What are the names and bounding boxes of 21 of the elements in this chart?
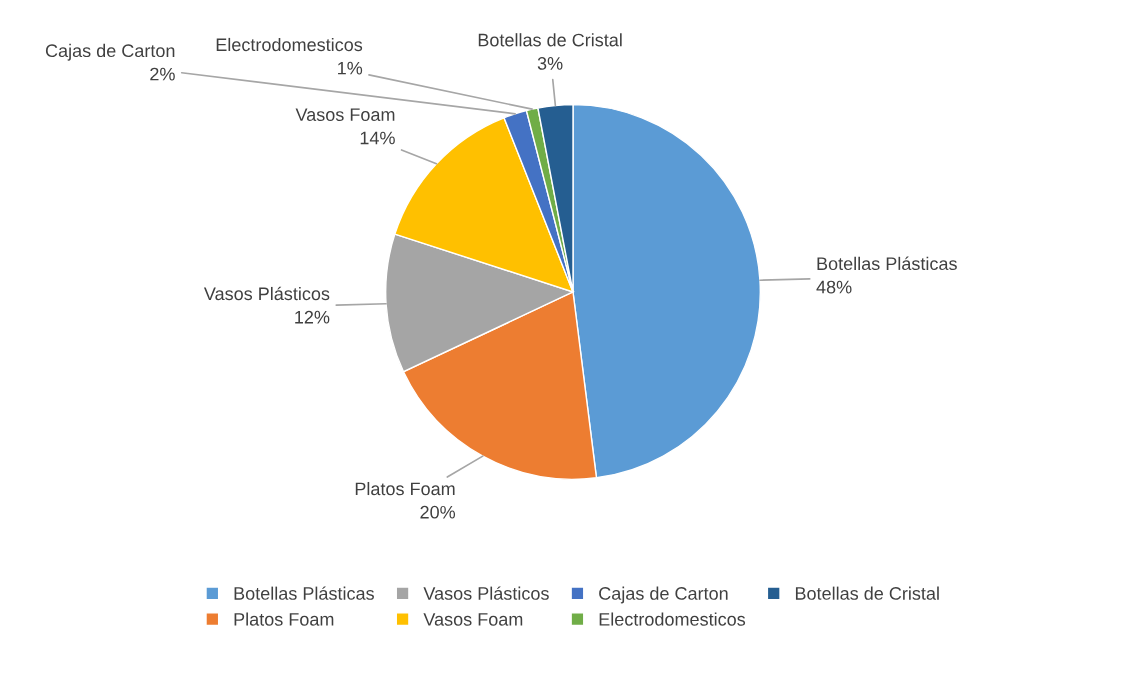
data-label: 12% — [295, 310, 330, 324]
data-label: 3% — [537, 57, 563, 70]
data-label: 1% — [338, 61, 363, 75]
slice-label: Vasos Plásticos — [203, 286, 330, 301]
slice-label: Vasos Foam — [295, 108, 395, 121]
slice-label: Electrodomesticos — [216, 37, 363, 52]
slice-label: Botellas Plásticas — [817, 256, 957, 271]
data-label: 48% — [816, 280, 852, 294]
data-label: 2% — [150, 67, 175, 81]
legend-label: Platos Foam — [234, 612, 334, 626]
legend-label: Vasos Plásticos — [423, 586, 549, 600]
slice-label: Cajas de Carton — [45, 43, 175, 61]
slice-label: Botellas de Cristal — [478, 33, 622, 47]
data-label: 14% — [360, 131, 395, 145]
legend-label: Botellas Plásticas — [234, 586, 374, 600]
slice-label: Platos Foam — [355, 481, 455, 496]
legend-label: Cajas de Carton — [599, 586, 728, 604]
legend-label: Botellas de Cristal — [795, 586, 939, 600]
legend-label: Electrodomesticos — [599, 612, 746, 626]
legend-label: Vasos Foam — [423, 613, 523, 626]
data-label: 20% — [420, 505, 456, 519]
